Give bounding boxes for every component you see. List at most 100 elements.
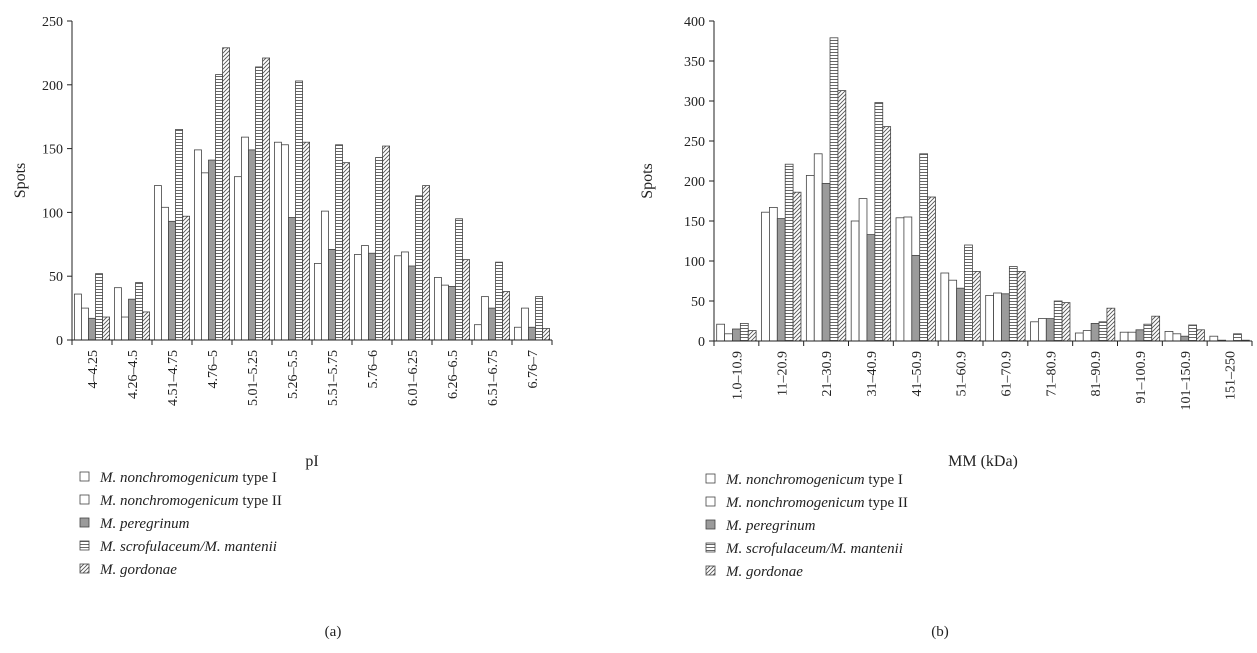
bar-series2-9 bbox=[441, 284, 449, 341]
bar-series4-9 bbox=[455, 218, 463, 341]
legend-swatch bbox=[79, 517, 90, 528]
bar-series4-8 bbox=[1098, 321, 1108, 342]
bar-series5-10 bbox=[502, 291, 510, 341]
bar-series1-5 bbox=[273, 141, 282, 341]
bar-series1-2 bbox=[805, 174, 815, 342]
bar-series4-10 bbox=[495, 261, 503, 341]
legend-swatch bbox=[705, 565, 716, 576]
bar-series1-8 bbox=[1074, 332, 1084, 342]
bar-series3-11 bbox=[528, 326, 536, 341]
bar-series4-11 bbox=[1233, 333, 1242, 342]
bar-series2-1 bbox=[121, 316, 129, 341]
bar-series5-4 bbox=[262, 57, 270, 341]
bar-series3-8 bbox=[1090, 322, 1100, 342]
bar-series5-2 bbox=[182, 215, 190, 341]
bar-series3-4 bbox=[911, 254, 921, 342]
bar-series2-5 bbox=[948, 279, 958, 342]
bar-series5-0 bbox=[747, 330, 757, 342]
bar-series2-8 bbox=[401, 251, 409, 341]
x-tick-label: 151–250 bbox=[1224, 351, 1239, 400]
bar-series3-7 bbox=[1045, 318, 1055, 342]
y-tick-label: 200 bbox=[684, 175, 705, 190]
y-tick-label: 50 bbox=[49, 270, 63, 285]
x-tick-label: 6.51–6.75 bbox=[486, 350, 501, 406]
bar-series2-7 bbox=[1038, 318, 1047, 342]
bar-series3-1 bbox=[128, 298, 136, 341]
bar-series2-10 bbox=[481, 296, 489, 341]
y-tick-label: 250 bbox=[684, 135, 705, 150]
bar-series4-0 bbox=[739, 322, 749, 342]
bar-series5-2 bbox=[837, 90, 847, 342]
bar-series5-6 bbox=[342, 162, 350, 341]
legend-label: M. peregrinum bbox=[99, 516, 190, 532]
x-tick-label: 21–30.9 bbox=[820, 351, 835, 397]
x-tick-label: 71–80.9 bbox=[1044, 351, 1059, 397]
y-axis-title: Spots bbox=[12, 163, 29, 199]
bar-series4-2 bbox=[175, 129, 183, 341]
bar-series1-8 bbox=[393, 255, 402, 341]
y-tick-label: 100 bbox=[42, 206, 63, 221]
x-tick-label: 4.76–5 bbox=[206, 350, 221, 389]
bar-series1-6 bbox=[985, 294, 994, 342]
bar-series2-4 bbox=[903, 216, 913, 342]
bar-series2-6 bbox=[993, 292, 1002, 342]
bar-series2-10 bbox=[1172, 333, 1182, 342]
bar-series4-2 bbox=[829, 37, 839, 342]
bar-series1-0 bbox=[74, 293, 82, 341]
legend-label-suffix: type I bbox=[865, 472, 903, 488]
legend-swatch bbox=[705, 496, 716, 507]
bar-series2-3 bbox=[201, 172, 209, 341]
bar-series1-9 bbox=[433, 277, 442, 341]
bar-series3-0 bbox=[88, 317, 96, 341]
x-axis-title: pI bbox=[305, 453, 318, 470]
legend-label-suffix: type II bbox=[865, 495, 908, 511]
bar-series5-3 bbox=[882, 126, 892, 342]
legend-swatch bbox=[79, 494, 90, 505]
bar-series4-7 bbox=[1053, 300, 1063, 342]
bar-series3-1 bbox=[776, 218, 786, 342]
bar-series3-6 bbox=[1001, 293, 1010, 342]
legend-label-species: M. scrofulaceum/M. mantenii bbox=[725, 541, 903, 557]
legend-swatch bbox=[705, 542, 716, 553]
bar-series5-5 bbox=[302, 141, 310, 341]
bar-series3-6 bbox=[328, 248, 336, 341]
x-tick-label: 101–150.9 bbox=[1179, 351, 1194, 411]
x-tick-label: 61–70.9 bbox=[999, 351, 1014, 397]
x-tick-label: 51–60.9 bbox=[955, 351, 970, 397]
chart-panel-a: 0 50 100 150 200 250 4–4.25 4.26–4.5 4.51–4.75 4.… bbox=[12, 15, 553, 640]
bar-series1-3 bbox=[850, 220, 860, 342]
bar-series4-3 bbox=[215, 74, 223, 341]
bar-series2-2 bbox=[161, 206, 169, 341]
bar-series4-4 bbox=[255, 66, 263, 341]
bar-series3-10 bbox=[1180, 335, 1190, 342]
bar-series3-9 bbox=[448, 286, 456, 341]
legend-label: M. scrofulaceum/M. mantenii bbox=[725, 541, 903, 557]
x-tick-label: 5.76–6 bbox=[366, 350, 381, 389]
legend-label-species: M. gordonae bbox=[725, 564, 803, 580]
bar-series5-8 bbox=[422, 185, 430, 341]
y-tick-label: 150 bbox=[42, 143, 63, 158]
legend-label-species: M. peregrinum bbox=[99, 516, 190, 532]
bar-series5-5 bbox=[972, 270, 981, 342]
legend-label: M. nonchromogenicum type I bbox=[725, 472, 903, 488]
legend-label: M. nonchromogenicum type I bbox=[99, 470, 277, 486]
bar-series4-4 bbox=[919, 153, 928, 342]
bar-series4-5 bbox=[295, 80, 303, 341]
bar-series5-10 bbox=[1196, 329, 1205, 342]
bar-series2-8 bbox=[1082, 330, 1092, 342]
y-tick-label: 400 bbox=[684, 15, 705, 30]
bar-series3-3 bbox=[866, 234, 876, 342]
x-tick-label: 4.51–4.75 bbox=[166, 350, 181, 406]
bar-series4-5 bbox=[964, 244, 973, 342]
legend-swatch bbox=[79, 563, 90, 574]
x-tick-label: 1.0–10.9 bbox=[730, 351, 745, 400]
bar-series5-7 bbox=[382, 145, 390, 341]
x-tick-label: 5.01–5.25 bbox=[246, 350, 261, 406]
bar-series5-9 bbox=[462, 259, 470, 341]
chart-panel-b: 0 50 100 150 200 250 300 350 400 1.0–10.9 11–20.9 2… bbox=[639, 15, 1253, 640]
bar-series1-4 bbox=[233, 176, 242, 341]
bar-series5-3 bbox=[222, 47, 230, 341]
legend-label-species: M. nonchromogenicum bbox=[725, 495, 865, 511]
bar-series1-11 bbox=[1209, 335, 1219, 342]
